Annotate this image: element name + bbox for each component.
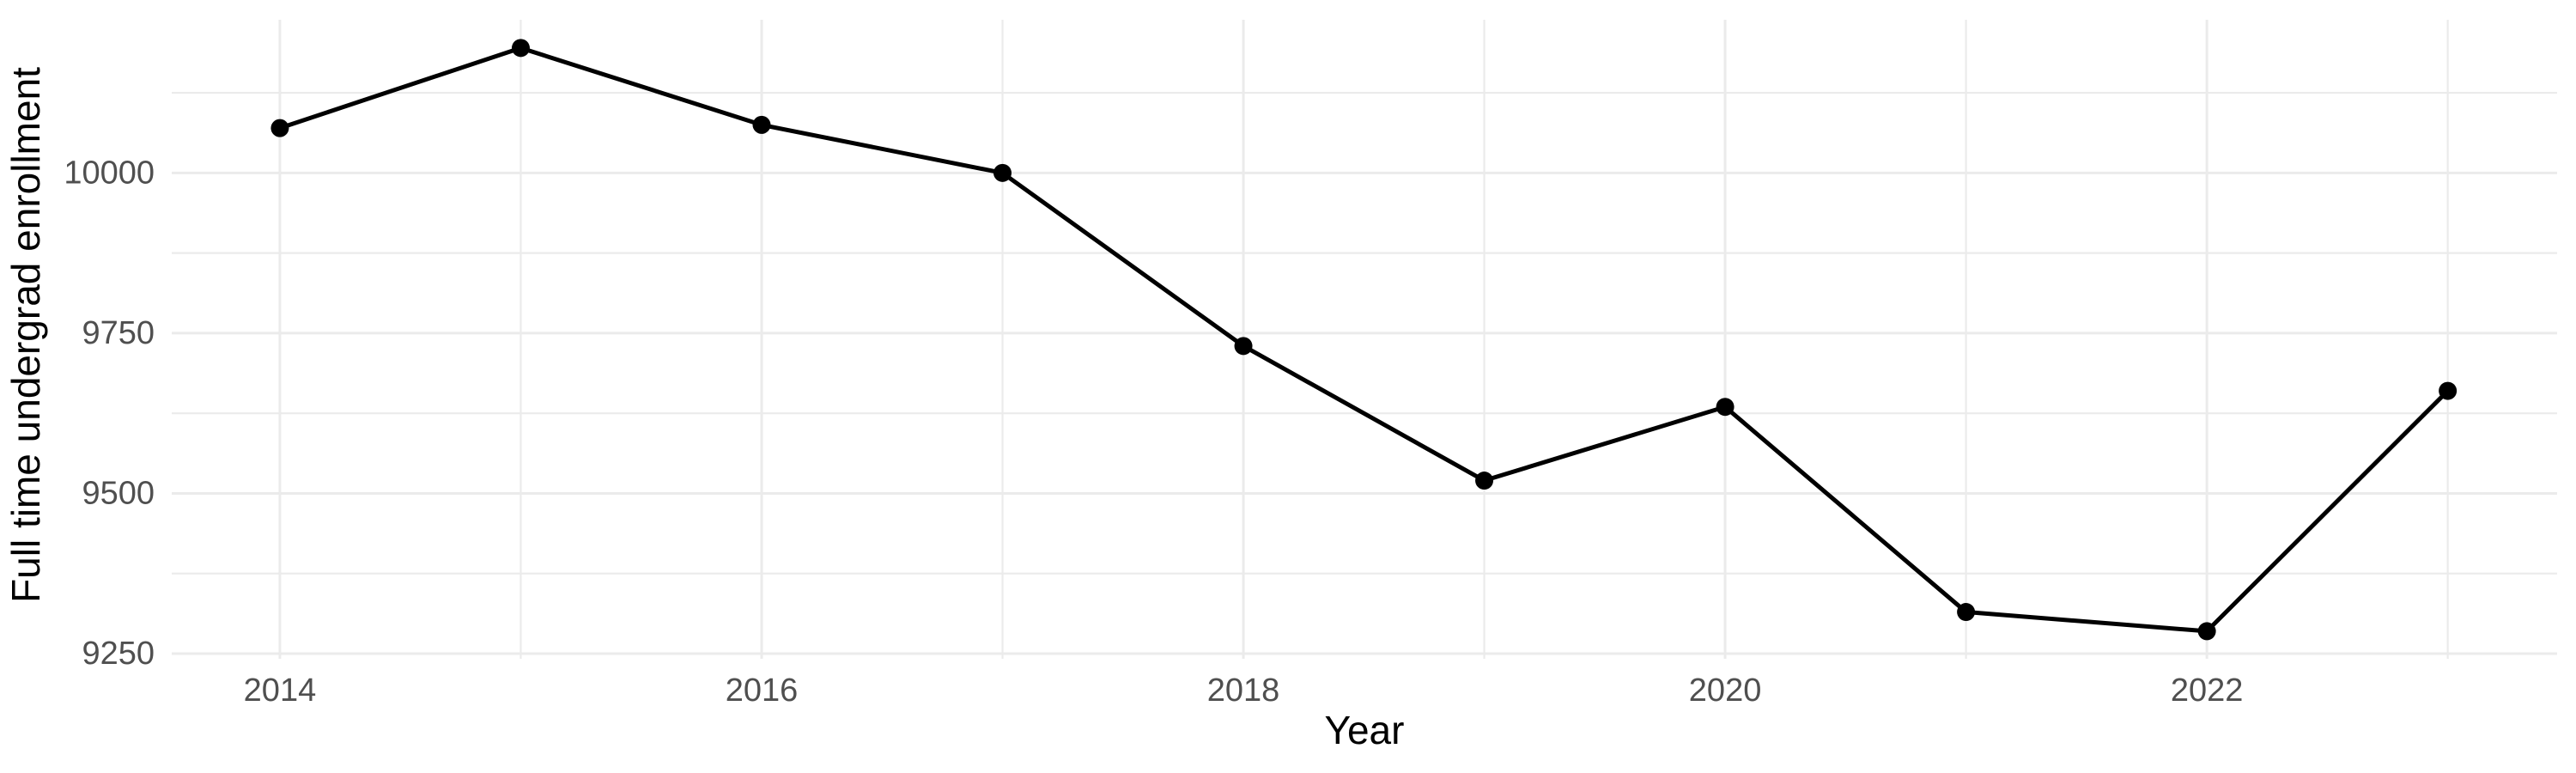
data-point-2018 (1234, 337, 1253, 356)
data-point-2014 (270, 119, 289, 137)
data-line (279, 46, 2450, 634)
data-point-2019 (1475, 472, 1494, 490)
data-points (270, 39, 2458, 641)
data-point-2016 (752, 115, 771, 134)
x-tick-label-2020: 2020 (1689, 673, 1762, 709)
y-axis-title: Full time undergrad enrollment (3, 67, 48, 603)
enrollment-trend-line (279, 46, 2450, 634)
y-tick-label-9250: 9250 (82, 636, 155, 672)
y-tick-label-9500: 9500 (82, 475, 155, 511)
x-tick-label-2016: 2016 (726, 673, 799, 709)
data-point-2017 (993, 163, 1012, 182)
x-tick-label-2014: 2014 (244, 673, 317, 709)
y-tick-label-9750: 9750 (82, 315, 155, 351)
data-point-2015 (511, 39, 530, 58)
gridlines-minor (172, 20, 2557, 659)
gridlines-major (172, 20, 2557, 659)
data-point-2021 (1957, 603, 1976, 622)
data-point-2023 (2439, 381, 2458, 400)
x-tick-label-2018: 2018 (1207, 673, 1280, 709)
y-tick-label-10000: 10000 (64, 155, 155, 191)
y-axis-tick-labels: 9250 9500 9750 10000 (64, 155, 155, 672)
data-point-2020 (1716, 398, 1735, 417)
data-point-2022 (2197, 622, 2216, 641)
x-axis-title: Year (1325, 708, 1405, 752)
x-tick-label-2022: 2022 (2171, 673, 2244, 709)
x-axis-tick-labels: 2014 2016 2018 2020 2022 (244, 673, 2244, 709)
